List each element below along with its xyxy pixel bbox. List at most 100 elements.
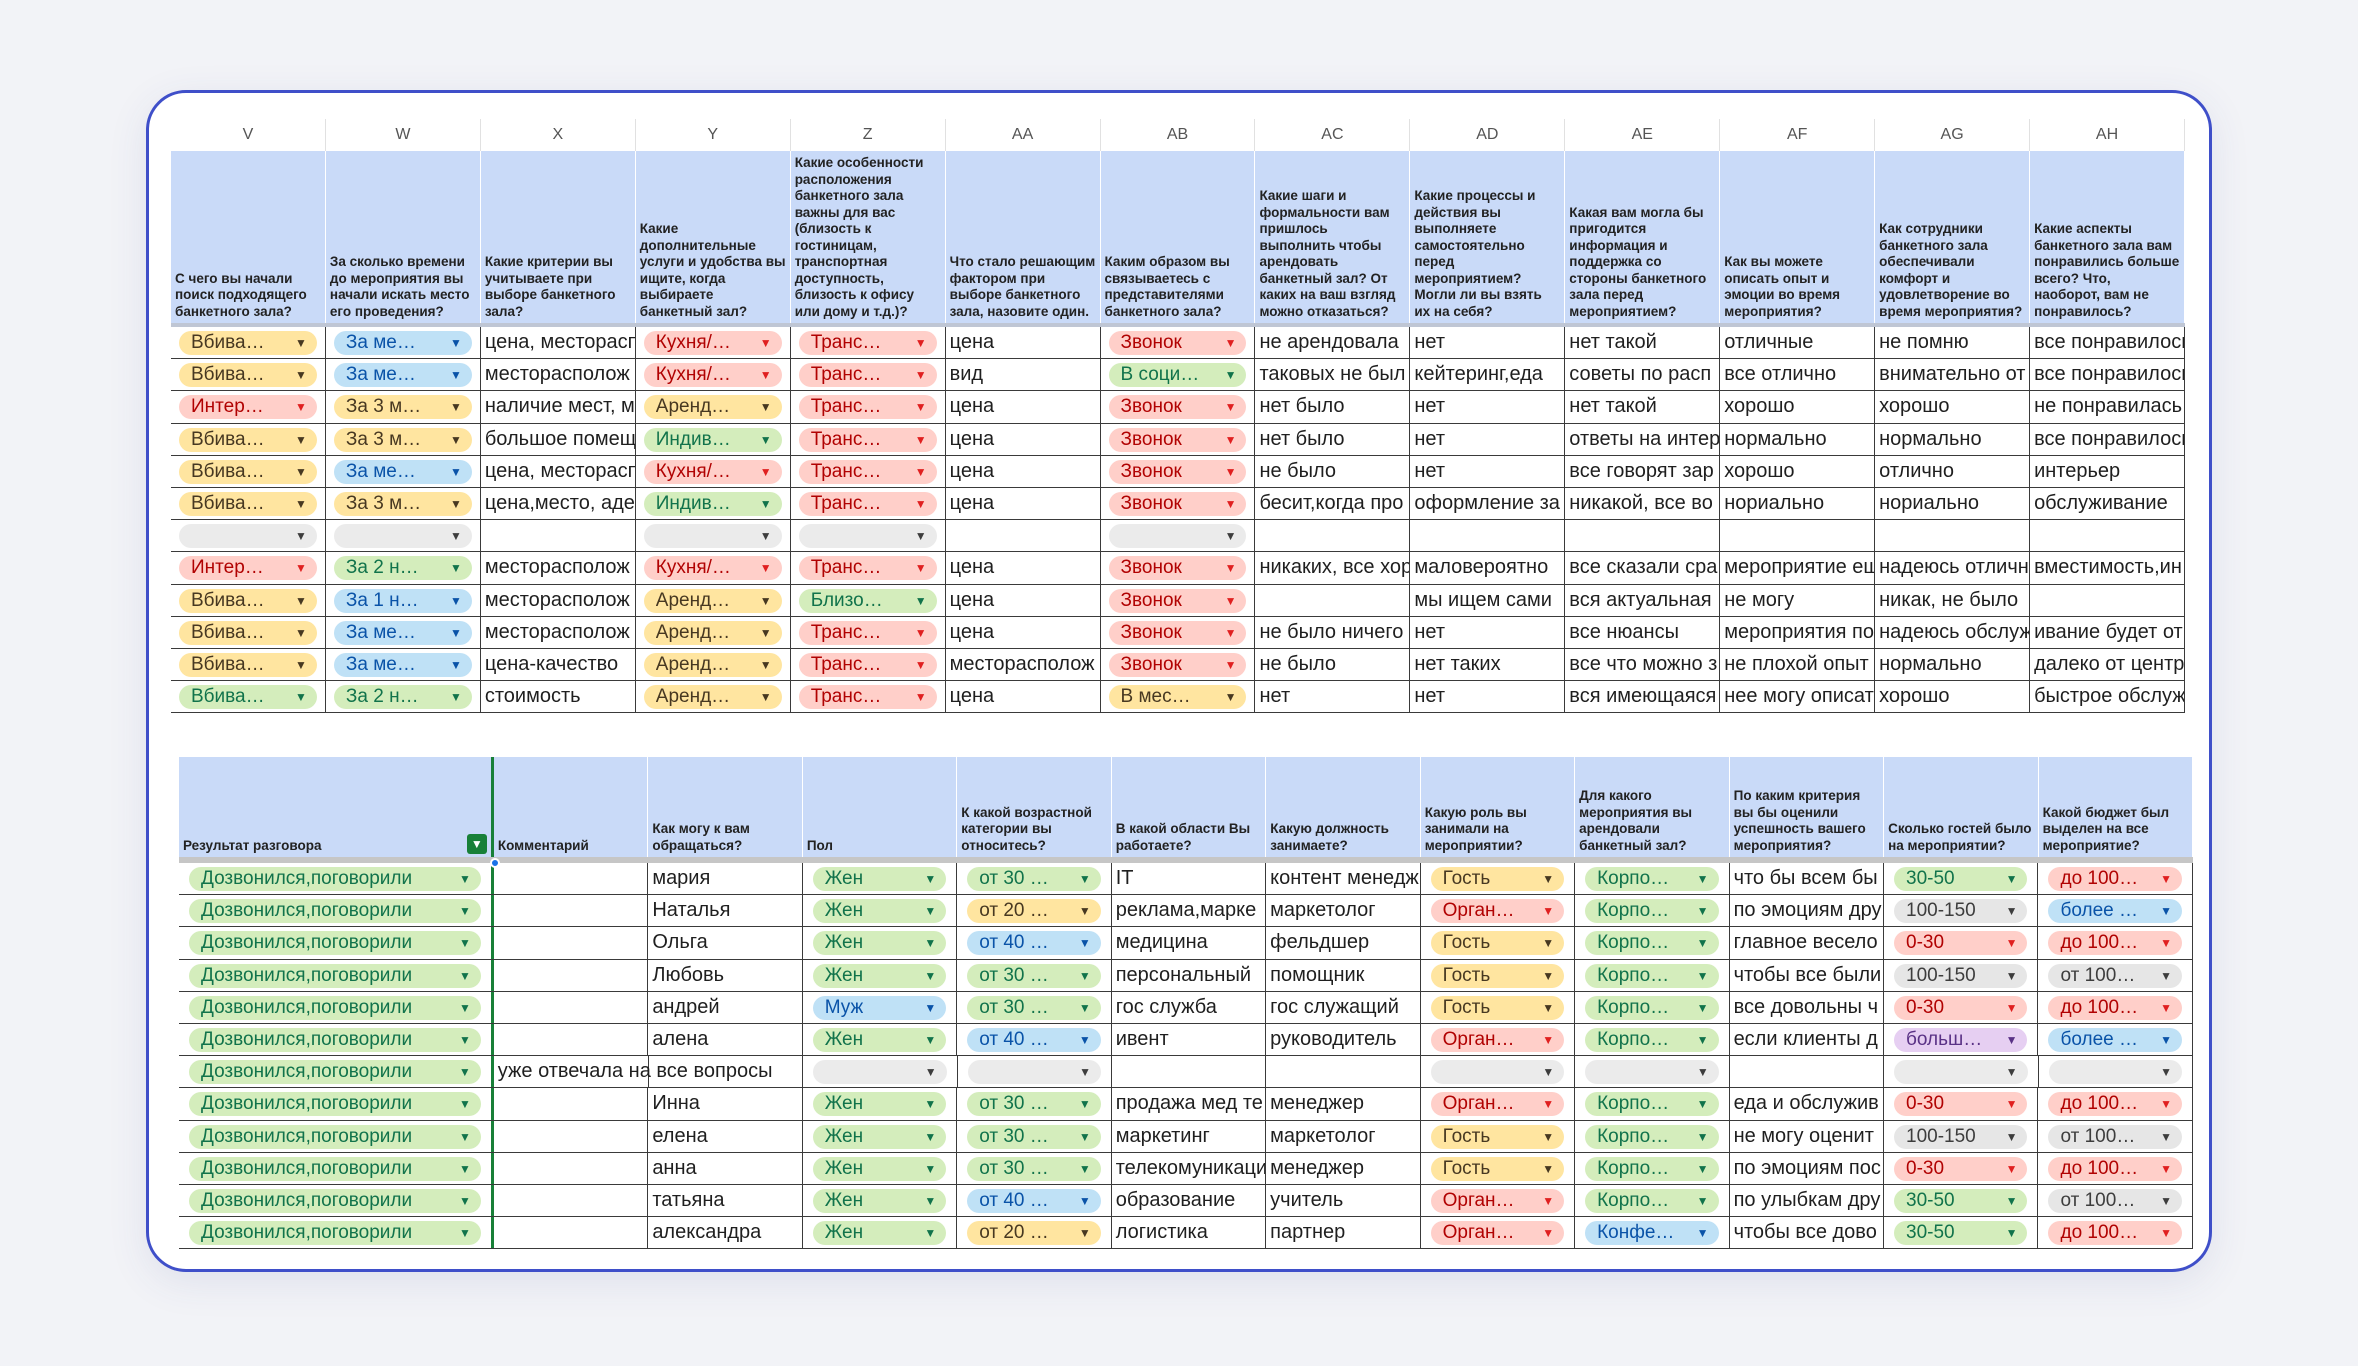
cell-res[interactable]: Дозвонился,поговорили ▼ xyxy=(179,1056,494,1088)
cell-y[interactable]: Аренд… ▼ xyxy=(636,616,791,648)
cell-res[interactable]: Дозвонился,поговорили ▼ xyxy=(179,1184,494,1217)
cell-pos[interactable] xyxy=(1266,1056,1421,1088)
dropdown-chip[interactable]: За ме… ▼ xyxy=(333,331,472,355)
cell-ab[interactable]: Звонок ▼ xyxy=(1101,423,1256,455)
cell-role[interactable]: Орган… ▼ xyxy=(1421,1088,1576,1120)
cell-z[interactable]: Транс… ▼ xyxy=(791,455,946,487)
dropdown-chip[interactable]: Звонок ▼ xyxy=(1108,395,1247,420)
column-letter[interactable]: AB xyxy=(1101,119,1256,151)
cell-ab[interactable]: Звонок ▼ xyxy=(1101,616,1256,648)
dropdown-chip[interactable]: от 30 … ▼ xyxy=(967,867,1101,891)
cell-x[interactable]: стоимость xyxy=(481,681,636,713)
dropdown-chip[interactable]: от 40 … ▼ xyxy=(967,1027,1101,1052)
dropdown-chip[interactable]: Звонок ▼ xyxy=(1108,427,1247,452)
cell-budget[interactable]: до 100… ▼ xyxy=(2038,863,2193,895)
cell-sex[interactable]: Жен ▼ xyxy=(803,1152,958,1184)
cell-event[interactable]: Корпо… ▼ xyxy=(1575,1152,1730,1184)
cell-ag[interactable]: нормально xyxy=(1875,648,2031,681)
cell-ah[interactable]: вместимость,ин xyxy=(2030,552,2185,584)
dropdown-chip[interactable]: Близо… ▼ xyxy=(798,588,937,613)
cell-event[interactable]: ▼ xyxy=(1575,1056,1730,1088)
cell-v[interactable]: Вбива… ▼ xyxy=(171,584,326,616)
dropdown-chip[interactable]: Гость ▼ xyxy=(1430,1156,1565,1181)
cell-crit[interactable]: главное весело xyxy=(1730,927,1884,959)
cell-ac[interactable]: таковых не был xyxy=(1255,359,1411,391)
cell-guests[interactable]: 100-150 ▼ xyxy=(1884,1120,2039,1152)
cell-ab[interactable]: В мес… ▼ xyxy=(1101,681,1256,713)
cell-ag[interactable]: внимательно от xyxy=(1875,359,2031,391)
dropdown-chip[interactable]: 0-30 ▼ xyxy=(1894,1156,2028,1181)
cell-budget[interactable]: от 100… ▼ xyxy=(2038,1120,2193,1152)
cell-role[interactable]: Орган… ▼ xyxy=(1421,1023,1576,1056)
cell-x[interactable]: цена-качество xyxy=(481,648,636,681)
cell-ab[interactable]: В соци… ▼ xyxy=(1101,359,1256,391)
dropdown-chip[interactable]: Гость ▼ xyxy=(1430,995,1565,1020)
cell-ah[interactable] xyxy=(2030,520,2185,552)
dropdown-chip[interactable]: Вбива… ▼ xyxy=(179,459,317,484)
cell-ad[interactable] xyxy=(1410,520,1566,552)
cell-event[interactable]: Корпо… ▼ xyxy=(1575,1088,1730,1120)
dropdown-chip[interactable]: 30-50 ▼ xyxy=(1894,867,2028,891)
cell-ah[interactable]: все понравилось xyxy=(2030,423,2185,455)
dropdown-chip[interactable]: Вбива… ▼ xyxy=(179,331,317,355)
cell-age[interactable]: от 40 … ▼ xyxy=(957,1184,1112,1217)
dropdown-chip[interactable]: В соци… ▼ xyxy=(1108,363,1247,388)
cell-event[interactable]: Корпо… ▼ xyxy=(1575,1120,1730,1152)
cell-sex[interactable]: Жен ▼ xyxy=(803,1120,958,1152)
cell-field[interactable]: ивент xyxy=(1112,1023,1267,1056)
cell-res[interactable]: Дозвонился,поговорили ▼ xyxy=(179,863,494,895)
cell-af[interactable] xyxy=(1720,520,1876,552)
cell-age[interactable]: от 40 … ▼ xyxy=(957,1023,1112,1056)
cell-sex[interactable]: Жен ▼ xyxy=(803,895,958,927)
dropdown-chip[interactable]: Дозвонился,поговорили ▼ xyxy=(189,899,481,924)
dropdown-chip[interactable]: ▼ xyxy=(1430,1060,1565,1085)
cell-event[interactable]: Корпо… ▼ xyxy=(1575,1023,1730,1056)
dropdown-chip[interactable]: Транс… ▼ xyxy=(798,685,937,710)
cell-ae[interactable]: ответы на интер xyxy=(1565,423,1721,455)
cell-ac[interactable]: не было xyxy=(1255,455,1411,487)
dropdown-chip[interactable]: ▼ xyxy=(1585,1060,1719,1085)
dropdown-chip[interactable]: Дозвонился,поговорили ▼ xyxy=(189,1124,481,1149)
cell-ag[interactable]: хорошо xyxy=(1875,391,2031,423)
column-letter[interactable]: AA xyxy=(946,119,1101,151)
cell-af[interactable]: хорошо xyxy=(1720,391,1876,423)
dropdown-chip[interactable]: ▼ xyxy=(2048,1060,2182,1085)
header-cell[interactable]: Для какого мероприятия вы арендовали бан… xyxy=(1575,757,1730,857)
dropdown-chip[interactable]: За ме… ▼ xyxy=(333,620,472,645)
cell-z[interactable]: Транс… ▼ xyxy=(791,552,946,584)
header-cell[interactable]: Какую должность занимаете? xyxy=(1266,757,1421,857)
cell-guests[interactable]: 30-50 ▼ xyxy=(1884,1217,2039,1249)
header-cell[interactable]: Как сотрудники банкетного зала обеспечив… xyxy=(1875,151,2031,323)
dropdown-chip[interactable]: 100-150 ▼ xyxy=(1894,1124,2028,1149)
cell-crit[interactable]: по улыбкам дру xyxy=(1730,1184,1884,1217)
header-cell[interactable]: Комментарий xyxy=(493,757,649,857)
cell-guests[interactable]: 100-150 ▼ xyxy=(1884,959,2039,991)
dropdown-chip[interactable]: Корпо… ▼ xyxy=(1585,1124,1719,1149)
cell-sex[interactable]: Муж ▼ xyxy=(803,991,958,1023)
cell-role[interactable]: Орган… ▼ xyxy=(1421,1217,1576,1249)
cell-ah[interactable]: далеко от центр xyxy=(2030,648,2185,681)
cell-z[interactable]: Транс… ▼ xyxy=(791,359,946,391)
header-cell[interactable]: В какой области Вы работаете? xyxy=(1111,757,1267,857)
cell-com[interactable] xyxy=(494,927,649,959)
cell-aa[interactable] xyxy=(946,520,1101,552)
dropdown-chip[interactable]: Транс… ▼ xyxy=(798,491,937,516)
dropdown-chip[interactable]: до 100… ▼ xyxy=(2048,931,2182,956)
cell-guests[interactable]: 0-30 ▼ xyxy=(1884,927,2039,959)
dropdown-chip[interactable]: от 20 … ▼ xyxy=(967,1221,1101,1246)
dropdown-chip[interactable]: ▼ xyxy=(967,1060,1102,1085)
dropdown-chip[interactable]: от 40 … ▼ xyxy=(967,931,1101,956)
cell-v[interactable]: Вбива… ▼ xyxy=(171,616,326,648)
cell-sex[interactable]: Жен ▼ xyxy=(803,1184,958,1217)
dropdown-chip[interactable]: Орган… ▼ xyxy=(1430,1221,1565,1246)
dropdown-chip[interactable]: до 100… ▼ xyxy=(2048,1221,2182,1246)
cell-aa[interactable]: цена xyxy=(946,616,1101,648)
cell-ae[interactable]: все говорят зар xyxy=(1565,455,1721,487)
header-cell[interactable]: Результат разговора ▼ xyxy=(179,757,494,857)
dropdown-chip[interactable]: Дозвонился,поговорили ▼ xyxy=(189,867,481,891)
cell-ah[interactable] xyxy=(2030,584,2185,616)
cell-guests[interactable]: 100-150 ▼ xyxy=(1884,895,2039,927)
header-cell[interactable]: Какие дополнительные услуги и удобства в… xyxy=(635,151,791,323)
dropdown-chip[interactable]: от 30 … ▼ xyxy=(967,963,1101,988)
cell-ah[interactable]: быстрое обслуж xyxy=(2030,681,2185,713)
